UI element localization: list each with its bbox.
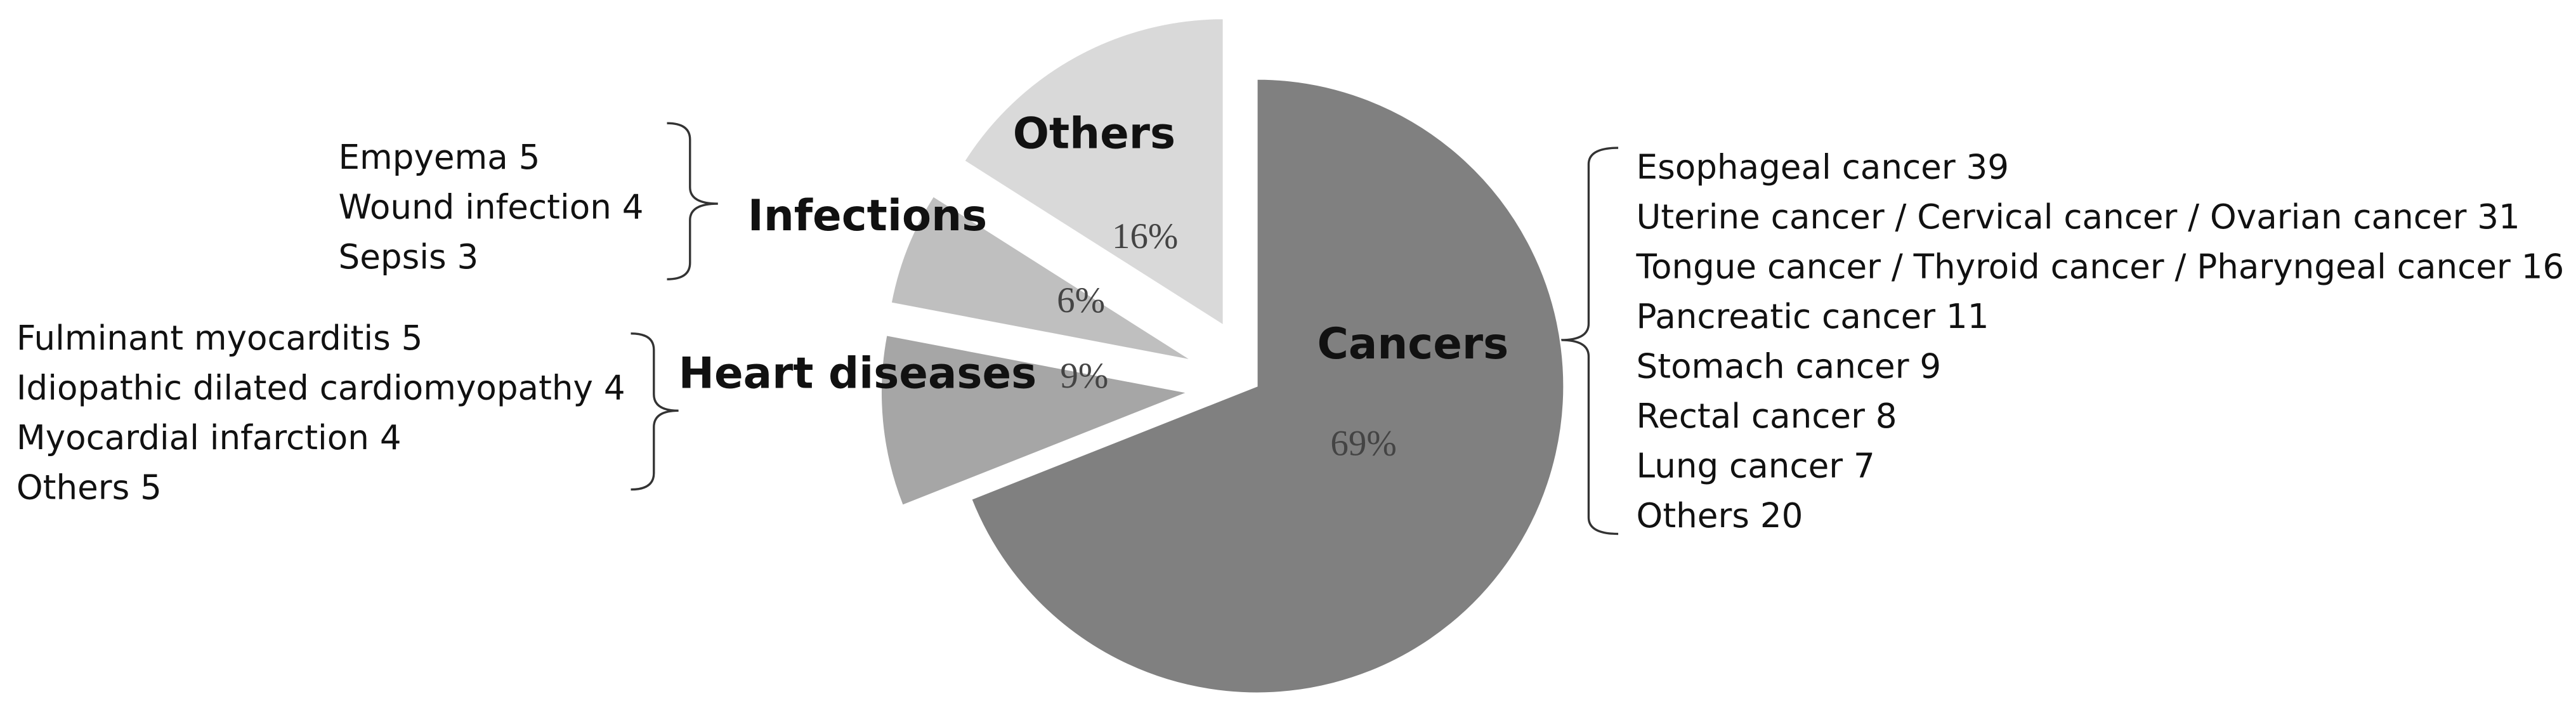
- brace: [667, 122, 718, 280]
- detail-item: Wound infection 4: [339, 187, 644, 226]
- brace: [631, 332, 679, 491]
- detail-count: 7: [1854, 446, 1875, 485]
- detail-count: 8: [1876, 397, 1897, 436]
- detail-count: 39: [1966, 147, 2010, 187]
- detail-label: Uterine cancer / Cervical cancer / Ovari…: [1637, 197, 2467, 237]
- pie-slice: [889, 195, 1193, 362]
- brace: [1560, 147, 1619, 535]
- pie-slice: [963, 17, 1225, 327]
- detail-item: Uterine cancer / Cervical cancer / Ovari…: [1637, 197, 2520, 237]
- percent-label: 69%: [1330, 423, 1396, 463]
- detail-item: Empyema 5: [339, 138, 540, 177]
- detail-count: 5: [140, 468, 162, 507]
- detail-count: 5: [519, 138, 540, 177]
- percent-label: 6%: [1057, 280, 1105, 320]
- detail-item: Tongue cancer / Thyroid cancer / Pharyng…: [1636, 247, 2565, 286]
- detail-count: 4: [380, 418, 402, 457]
- detail-count: 4: [622, 187, 644, 226]
- detail-label: Fulminant myocarditis: [16, 318, 391, 358]
- detail-label: Lung cancer: [1637, 446, 1843, 485]
- slice-label: Others: [1013, 108, 1175, 158]
- detail-item: Stomach cancer 9: [1637, 346, 1942, 386]
- detail-item: Fulminant myocarditis 5: [16, 318, 423, 358]
- detail-label: Empyema: [339, 138, 508, 177]
- detail-label: Esophageal cancer: [1637, 147, 1956, 187]
- detail-count: 16: [2521, 247, 2565, 286]
- detail-label: Wound infection: [339, 187, 611, 226]
- detail-count: 31: [2477, 197, 2520, 237]
- detail-label: Pancreatic cancer: [1637, 297, 1936, 336]
- detail-item: Others 5: [16, 468, 162, 507]
- detail-label: Others: [16, 468, 129, 507]
- detail-item: Idiopathic dilated cardiomyopathy 4: [16, 368, 625, 407]
- detail-label: Rectal cancer: [1637, 397, 1866, 436]
- slice-label: Cancers: [1317, 319, 1508, 369]
- detail-count: 11: [1946, 297, 1989, 336]
- detail-item: Myocardial infarction 4: [16, 418, 402, 457]
- slice-label: Heart diseases: [679, 349, 1037, 398]
- percent-label: 16%: [1112, 216, 1178, 256]
- detail-label: Idiopathic dilated cardiomyopathy: [16, 368, 593, 407]
- detail-item: Sepsis 3: [339, 237, 479, 277]
- percent-label: 9%: [1060, 356, 1108, 396]
- detail-item: Pancreatic cancer 11: [1637, 297, 1989, 336]
- pie-slice: [970, 77, 1565, 694]
- detail-label: Stomach cancer: [1637, 346, 1909, 386]
- detail-item: Rectal cancer 8: [1637, 397, 1897, 436]
- detail-label: Tongue cancer / Thyroid cancer / Pharyng…: [1636, 247, 2511, 286]
- detail-label: Myocardial infarction: [16, 418, 369, 457]
- detail-count: 20: [1760, 496, 1803, 535]
- slice-label: Infections: [748, 191, 987, 240]
- detail-label: Others: [1637, 496, 1749, 535]
- detail-label: Sepsis: [339, 237, 447, 277]
- detail-item: Lung cancer 7: [1637, 446, 1875, 485]
- detail-item: Others 20: [1637, 496, 1803, 535]
- pie-slice: [880, 334, 1191, 507]
- detail-count: 3: [457, 237, 479, 277]
- detail-count: 4: [604, 368, 625, 407]
- detail-item: Esophageal cancer 39: [1637, 147, 2010, 187]
- detail-count: 5: [402, 318, 423, 358]
- detail-count: 9: [1919, 346, 1941, 386]
